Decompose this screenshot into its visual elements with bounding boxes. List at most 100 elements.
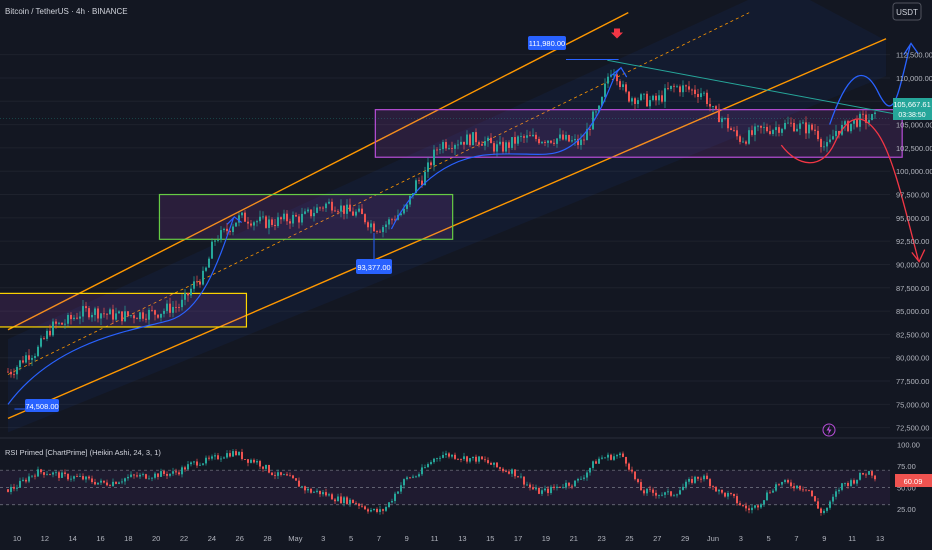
rsi-body	[205, 457, 207, 464]
rsi-candle	[478, 455, 480, 464]
rsi-body	[607, 454, 609, 458]
rsi-body	[520, 476, 522, 478]
rsi-candle	[277, 469, 279, 480]
candle	[379, 229, 381, 233]
rsi-candle	[139, 472, 141, 479]
candle-body	[76, 317, 78, 319]
rsi-candle	[490, 461, 492, 465]
symbol-title[interactable]: Bitcoin / TetherUS · 4h · BINANCE	[5, 7, 128, 16]
rsi-body	[772, 490, 774, 493]
candle	[571, 135, 573, 143]
rsi-candle	[94, 478, 96, 486]
candle	[661, 90, 663, 104]
rsi-candle	[763, 500, 765, 508]
candle	[745, 140, 747, 146]
candle-body	[55, 321, 57, 324]
rsi-body	[208, 457, 210, 459]
candle	[181, 293, 183, 311]
rsi-body	[76, 476, 78, 478]
candle-body	[535, 134, 537, 139]
rsi-candle	[787, 478, 789, 484]
candle-body	[58, 322, 60, 324]
candle-body	[493, 143, 495, 152]
candle-body	[520, 136, 522, 138]
candle	[199, 279, 201, 288]
rsi-body	[166, 473, 168, 476]
candle-body	[403, 208, 405, 214]
rsi-body	[580, 478, 582, 480]
rsi-body	[316, 490, 318, 492]
candle-body	[874, 112, 876, 115]
candle-body	[694, 89, 696, 94]
rsi-body	[169, 473, 171, 476]
time-tick-label: 9	[405, 534, 409, 543]
rsi-candle	[208, 455, 210, 461]
candle	[868, 113, 870, 127]
candle	[28, 349, 30, 367]
rsi-candle	[316, 488, 318, 494]
candle-body	[727, 118, 729, 129]
rsi-candle	[619, 451, 621, 459]
candle-body	[166, 303, 168, 311]
rsi-candle	[22, 477, 24, 482]
candle	[229, 230, 231, 236]
candle-body	[439, 149, 441, 151]
rsi-candle	[280, 472, 282, 477]
lightning-icon[interactable]	[822, 423, 836, 437]
candle-body	[85, 306, 87, 309]
currency-button[interactable]: USDT	[892, 2, 922, 21]
candle	[193, 276, 195, 292]
time-axis[interactable]: 10 12 14 16 18 20 22 24 26 28 May 3 5 7 9 11 13 15 17 19 21 2…	[13, 534, 884, 543]
candle	[391, 217, 393, 225]
rsi-candle	[76, 473, 78, 478]
rsi-candle	[796, 484, 798, 490]
candle	[535, 131, 537, 142]
candle	[298, 213, 300, 229]
candle-body	[634, 98, 636, 104]
candle	[442, 139, 444, 154]
rsi-body	[565, 482, 567, 488]
rsi-candle	[715, 486, 717, 493]
rsi-candle	[484, 456, 486, 463]
rsi-candle	[790, 479, 792, 489]
rsi-label[interactable]: RSI Primed [ChartPrime] (Heikin Ashi, 24…	[5, 448, 161, 457]
rsi-body	[280, 472, 282, 475]
candle-body	[451, 148, 453, 149]
candle	[112, 304, 114, 325]
time-tick-label: 19	[542, 534, 550, 543]
candle-body	[739, 136, 741, 142]
price-tick-label: 112,500.00	[896, 51, 932, 60]
rsi-candle	[397, 491, 399, 495]
candle-body	[400, 213, 402, 216]
candle-body	[376, 231, 378, 233]
candle-body	[10, 371, 12, 375]
candle	[214, 239, 216, 246]
candle	[286, 210, 288, 225]
candle	[856, 115, 858, 129]
candle-body	[817, 130, 819, 140]
candle-body	[406, 204, 408, 209]
rsi-body	[289, 475, 291, 477]
price-axis[interactable]: 112,500.00110,000.00107,500.00105,000.00…	[896, 51, 932, 514]
rsi-body	[526, 484, 528, 486]
time-tick-label: May	[288, 534, 302, 543]
rsi-body	[100, 480, 102, 483]
rsi-candle	[589, 467, 591, 476]
candle-body	[454, 145, 456, 149]
candle	[106, 313, 108, 320]
candle-body	[124, 311, 126, 322]
candle	[652, 94, 654, 102]
candle-body	[22, 360, 24, 363]
time-tick-label: 11	[431, 534, 439, 543]
candle	[136, 317, 138, 320]
rsi-candle	[88, 475, 90, 481]
rsi-body	[442, 455, 444, 458]
candle	[25, 352, 27, 364]
wave-curve-1	[7, 217, 235, 405]
rsi-candle	[82, 473, 84, 481]
rsi-body	[619, 453, 621, 456]
rsi-body	[328, 494, 330, 496]
candle	[769, 125, 771, 136]
candle	[34, 353, 36, 362]
